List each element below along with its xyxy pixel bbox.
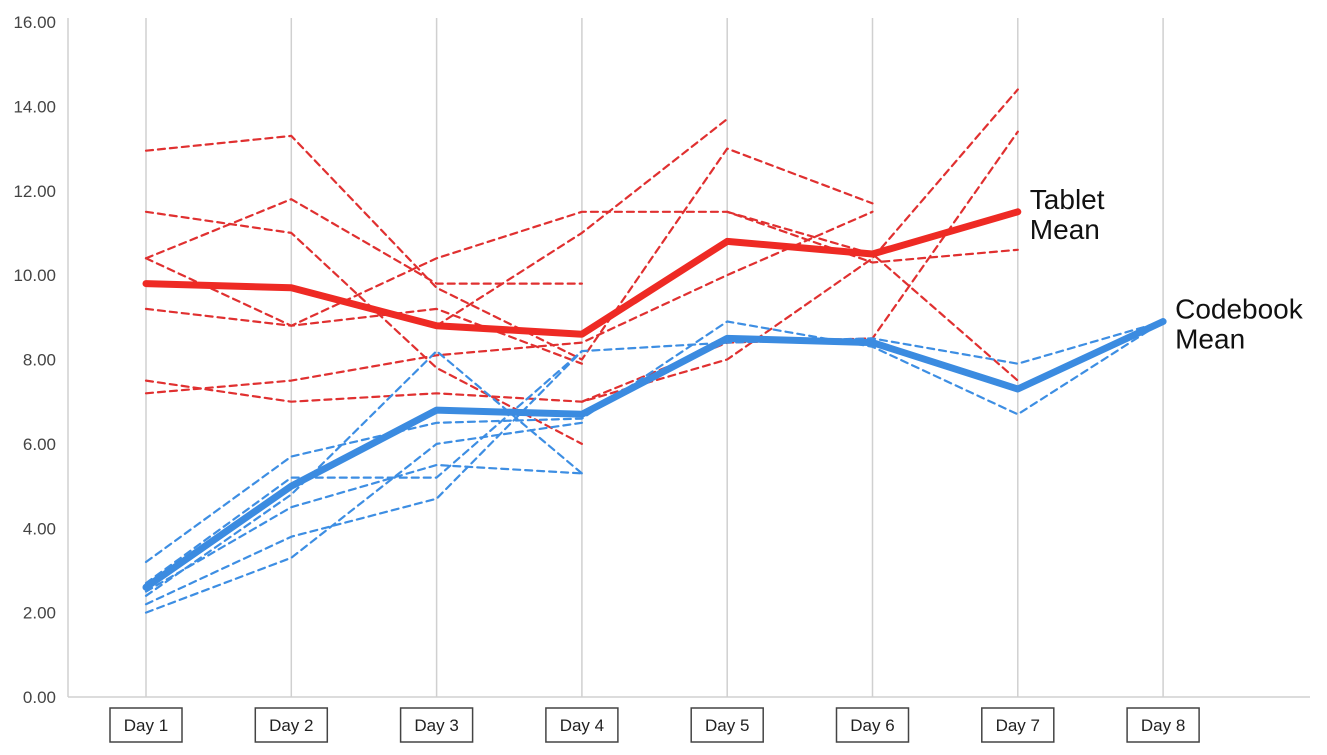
dashed-series-line-14 — [144, 350, 583, 597]
x-tick-label: Day 1 — [124, 716, 168, 735]
dashed-series-line-2 — [144, 134, 874, 361]
dashed-series-line-15 — [144, 350, 583, 606]
dashed-series-line-5 — [144, 257, 583, 365]
x-tick-box — [1126, 707, 1200, 743]
dashed-series-line-13 — [144, 320, 1165, 585]
x-axis: Day 1 Day 2 Day 3 Day 4 Day 5 Day 6 Day 7 Day 8 — [109, 707, 1200, 743]
y-tick-label: 2.00 — [23, 604, 56, 623]
x-tick-label: Day 8 — [1141, 716, 1185, 735]
x-tick-label: Day 5 — [705, 716, 749, 735]
series-lines — [142, 88, 1167, 614]
x-tick-box — [690, 707, 764, 743]
x-tick-box — [254, 707, 329, 743]
dashed-series-line-4 — [144, 198, 583, 285]
x-tick-label: Day 3 — [414, 716, 458, 735]
dashed-series-line-17 — [144, 463, 583, 593]
x-tick-label: Day 7 — [996, 716, 1040, 735]
annotation-tablet-mean: Tablet Mean — [1030, 184, 1105, 245]
x-tick-label: Day 2 — [269, 716, 313, 735]
dashed-series-line-8 — [144, 210, 874, 395]
dashed-series-line-10 — [580, 130, 1019, 403]
dashed-series-line-9 — [435, 117, 729, 327]
codebook-mean-line — [142, 318, 1167, 591]
dashed-series-line-12 — [144, 320, 1165, 564]
x-tick-label: Day 6 — [850, 716, 894, 735]
y-axis: 0.00 2.00 4.00 6.00 8.00 10.00 12.00 14.00 16.00 — [13, 13, 69, 707]
dashed-series-line-3 — [144, 210, 583, 445]
y-tick-label: 12.00 — [13, 182, 56, 201]
dashed-series-line-16 — [144, 421, 583, 614]
x-tick-box — [981, 707, 1055, 743]
x-tick-box — [545, 707, 619, 743]
tablet-mean-line — [142, 208, 1022, 338]
y-tick-label: 16.00 — [13, 13, 56, 32]
y-tick-label: 10.00 — [13, 266, 56, 285]
x-tick-box — [109, 707, 183, 743]
x-tick-label: Day 4 — [560, 716, 604, 735]
x-tick-box — [399, 707, 474, 743]
y-tick-label: 4.00 — [23, 519, 56, 538]
y-tick-label: 8.00 — [23, 351, 56, 370]
y-tick-label: 14.00 — [13, 97, 56, 116]
dashed-series-line-6 — [144, 210, 1019, 327]
y-tick-label: 0.00 — [23, 688, 56, 707]
vertical-gridlines — [145, 18, 1164, 697]
annotation-codebook-mean: Codebook Mean — [1175, 294, 1304, 355]
y-tick-label: 6.00 — [23, 435, 56, 454]
x-tick-box — [835, 707, 910, 743]
series-annotations: Tablet Mean Codebook Mean — [1030, 184, 1304, 355]
